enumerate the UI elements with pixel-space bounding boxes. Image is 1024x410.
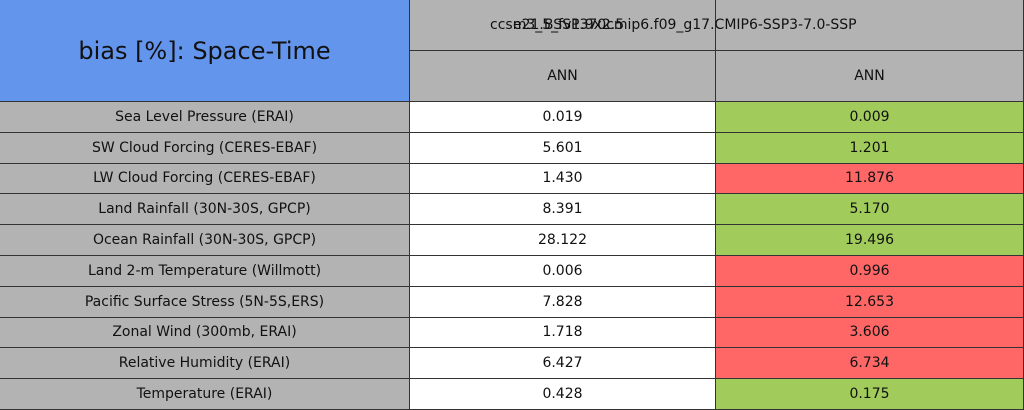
column-header	[410, 0, 716, 51]
row-label: Ocean Rainfall (30N-30S, GPCP)	[0, 225, 410, 256]
row-label: SW Cloud Forcing (CERES-EBAF)	[0, 132, 410, 164]
row-label: Land 2-m Temperature (Willmott)	[0, 256, 410, 287]
value-cell: 0.006	[410, 256, 716, 287]
value-cell: 1.201	[716, 132, 1024, 164]
row-label: Temperature (ERAI)	[0, 379, 410, 410]
value-cell: 12.653	[716, 286, 1024, 318]
value-cell: 0.009	[716, 102, 1024, 133]
value-cell: 1.430	[410, 163, 716, 195]
row-label: Zonal Wind (300mb, ERAI)	[0, 317, 410, 349]
row-label: LW Cloud Forcing (CERES-EBAF)	[0, 163, 410, 195]
value-cell: 6.427	[410, 348, 716, 380]
value-cell: 7.828	[410, 286, 716, 318]
value-cell: 6.734	[716, 348, 1024, 380]
period-header: ANN	[410, 51, 716, 102]
value-cell: 11.876	[716, 163, 1024, 195]
row-label: Sea Level Pressure (ERAI)	[0, 102, 410, 133]
column-name: e21.BSSP370cmip6.f09_g17.CMIP6-SSP3-7.0-…	[513, 17, 857, 33]
row-label: Relative Humidity (ERAI)	[0, 348, 410, 380]
value-cell: 19.496	[716, 225, 1024, 256]
value-cell: 0.996	[716, 256, 1024, 287]
value-cell: 1.718	[410, 317, 716, 349]
column-name: ccsm3_5_fv1.9x2.5	[490, 17, 625, 33]
value-cell: 5.601	[410, 132, 716, 164]
title-cell: bias [%]: Space-Time	[0, 0, 410, 102]
value-cell: 0.019	[410, 102, 716, 133]
row-label: Pacific Surface Stress (5N-5S,ERS)	[0, 286, 410, 318]
value-cell: 28.122	[410, 225, 716, 256]
value-cell: 5.170	[716, 194, 1024, 226]
row-label: Land Rainfall (30N-30S, GPCP)	[0, 194, 410, 226]
column-header	[716, 0, 1024, 51]
value-cell: 8.391	[410, 194, 716, 226]
value-cell: 3.606	[716, 317, 1024, 349]
value-cell: 0.175	[716, 379, 1024, 410]
period-header: ANN	[716, 51, 1024, 102]
value-cell: 0.428	[410, 379, 716, 410]
